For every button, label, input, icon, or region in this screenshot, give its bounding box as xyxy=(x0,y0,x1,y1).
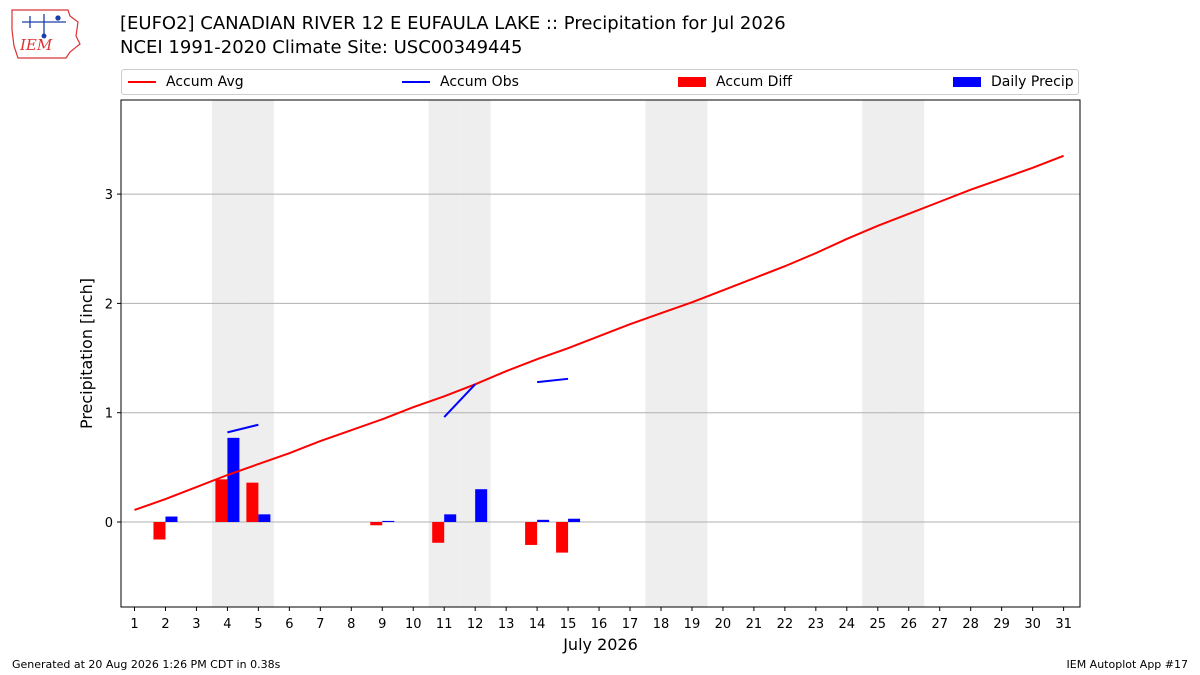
x-tick-label: 17 xyxy=(622,617,639,632)
x-tick-label: 22 xyxy=(777,617,794,632)
legend-label-accum-avg: Accum Avg xyxy=(166,74,244,90)
x-tick-label: 4 xyxy=(223,617,231,632)
x-tick-label: 10 xyxy=(405,617,422,632)
x-tick-label: 20 xyxy=(715,617,732,632)
legend-item-accum-avg: Accum Avg xyxy=(128,70,244,94)
daily-precip-bar xyxy=(165,516,178,522)
x-tick-label: 8 xyxy=(347,617,355,632)
y-tick-label: 0 xyxy=(105,516,113,531)
daily-precip-bar xyxy=(475,489,488,522)
daily-precip-bar xyxy=(444,514,457,522)
legend-item-accum-obs: Accum Obs xyxy=(402,70,519,94)
generated-timestamp: Generated at 20 Aug 2026 1:26 PM CDT in … xyxy=(12,658,281,671)
legend-label-accum-obs: Accum Obs xyxy=(440,74,519,90)
weekend-shade xyxy=(645,100,677,607)
legend-swatch-daily-precip xyxy=(953,77,981,87)
accum-diff-bar xyxy=(432,522,445,543)
y-tick-label: 3 xyxy=(105,188,113,203)
x-tick-label: 7 xyxy=(316,617,324,632)
chart-subtitle: NCEI 1991-2020 Climate Site: USC00349445 xyxy=(120,37,523,58)
x-tick-label: 1 xyxy=(130,617,138,632)
x-tick-label: 3 xyxy=(192,617,200,632)
legend-swatch-accum-obs xyxy=(402,81,430,83)
x-axis-label: July 2026 xyxy=(562,635,638,654)
x-tick-label: 31 xyxy=(1055,617,1072,632)
legend-label-daily-precip: Daily Precip xyxy=(991,74,1074,90)
weekend-shade xyxy=(893,100,925,607)
logo-text: IEM xyxy=(19,36,53,54)
weekend-shade xyxy=(242,100,274,607)
x-tick-label: 29 xyxy=(993,617,1010,632)
x-tick-label: 16 xyxy=(591,617,608,632)
y-axis-label: Precipitation [inch] xyxy=(77,278,96,429)
x-tick-label: 15 xyxy=(560,617,577,632)
iem-logo: IEM xyxy=(11,9,81,59)
accum-obs-line xyxy=(537,377,569,384)
daily-precip-bar xyxy=(227,437,240,522)
x-tick-label: 27 xyxy=(931,617,948,632)
daily-precip-bar xyxy=(568,518,581,522)
x-tick-label: 14 xyxy=(529,617,546,632)
x-tick-label: 30 xyxy=(1024,617,1041,632)
x-tick-label: 13 xyxy=(498,617,515,632)
daily-precip-bar xyxy=(258,514,271,522)
x-tick-label: 12 xyxy=(467,617,484,632)
accum-diff-bar xyxy=(556,522,569,553)
accum-diff-bar xyxy=(246,482,259,522)
x-tick-label: 24 xyxy=(839,617,856,632)
legend-item-daily-precip: Daily Precip xyxy=(953,70,1074,94)
x-tick-label: 21 xyxy=(746,617,763,632)
x-tick-label: 23 xyxy=(808,617,825,632)
accum-obs-line xyxy=(227,423,259,434)
legend-item-accum-diff: Accum Diff xyxy=(678,70,792,94)
daily-precip-bar xyxy=(537,519,550,522)
weekend-shade xyxy=(676,100,708,607)
y-tick-label: 2 xyxy=(105,297,113,312)
x-tick-label: 11 xyxy=(436,617,453,632)
accum-diff-bar xyxy=(215,479,228,522)
weekend-shade xyxy=(459,100,491,607)
x-tick-label: 19 xyxy=(684,617,701,632)
accum-diff-bar xyxy=(525,522,538,545)
app-label: IEM Autoplot App #17 xyxy=(1066,658,1189,671)
legend-label-accum-diff: Accum Diff xyxy=(716,74,793,90)
x-tick-label: 18 xyxy=(653,617,670,632)
weather-instrument-icon xyxy=(22,14,66,39)
plot-frame xyxy=(120,99,1081,608)
x-tick-label: 6 xyxy=(285,617,293,632)
x-tick-label: 9 xyxy=(378,617,386,632)
x-tick-label: 5 xyxy=(254,617,262,632)
accum-diff-bar xyxy=(370,522,383,526)
legend-swatch-accum-avg xyxy=(128,81,156,83)
weekend-shade xyxy=(862,100,894,607)
legend-swatch-accum-diff xyxy=(678,77,706,87)
x-tick-label: 28 xyxy=(962,617,979,632)
daily-precip-bar xyxy=(382,520,395,522)
accum-diff-bar xyxy=(153,522,166,540)
accum-obs-line xyxy=(443,383,476,418)
legend: Accum Avg Accum Obs Accum Diff Daily Pre… xyxy=(121,69,1079,95)
y-tick-label: 1 xyxy=(105,407,113,422)
accum-avg-line xyxy=(134,154,1064,511)
x-tick-label: 25 xyxy=(870,617,887,632)
chart-title: [EUFO2] CANADIAN RIVER 12 E EUFAULA LAKE… xyxy=(120,13,786,34)
x-tick-label: 2 xyxy=(161,617,169,632)
x-tick-label: 26 xyxy=(900,617,917,632)
weekend-shade xyxy=(211,100,243,607)
